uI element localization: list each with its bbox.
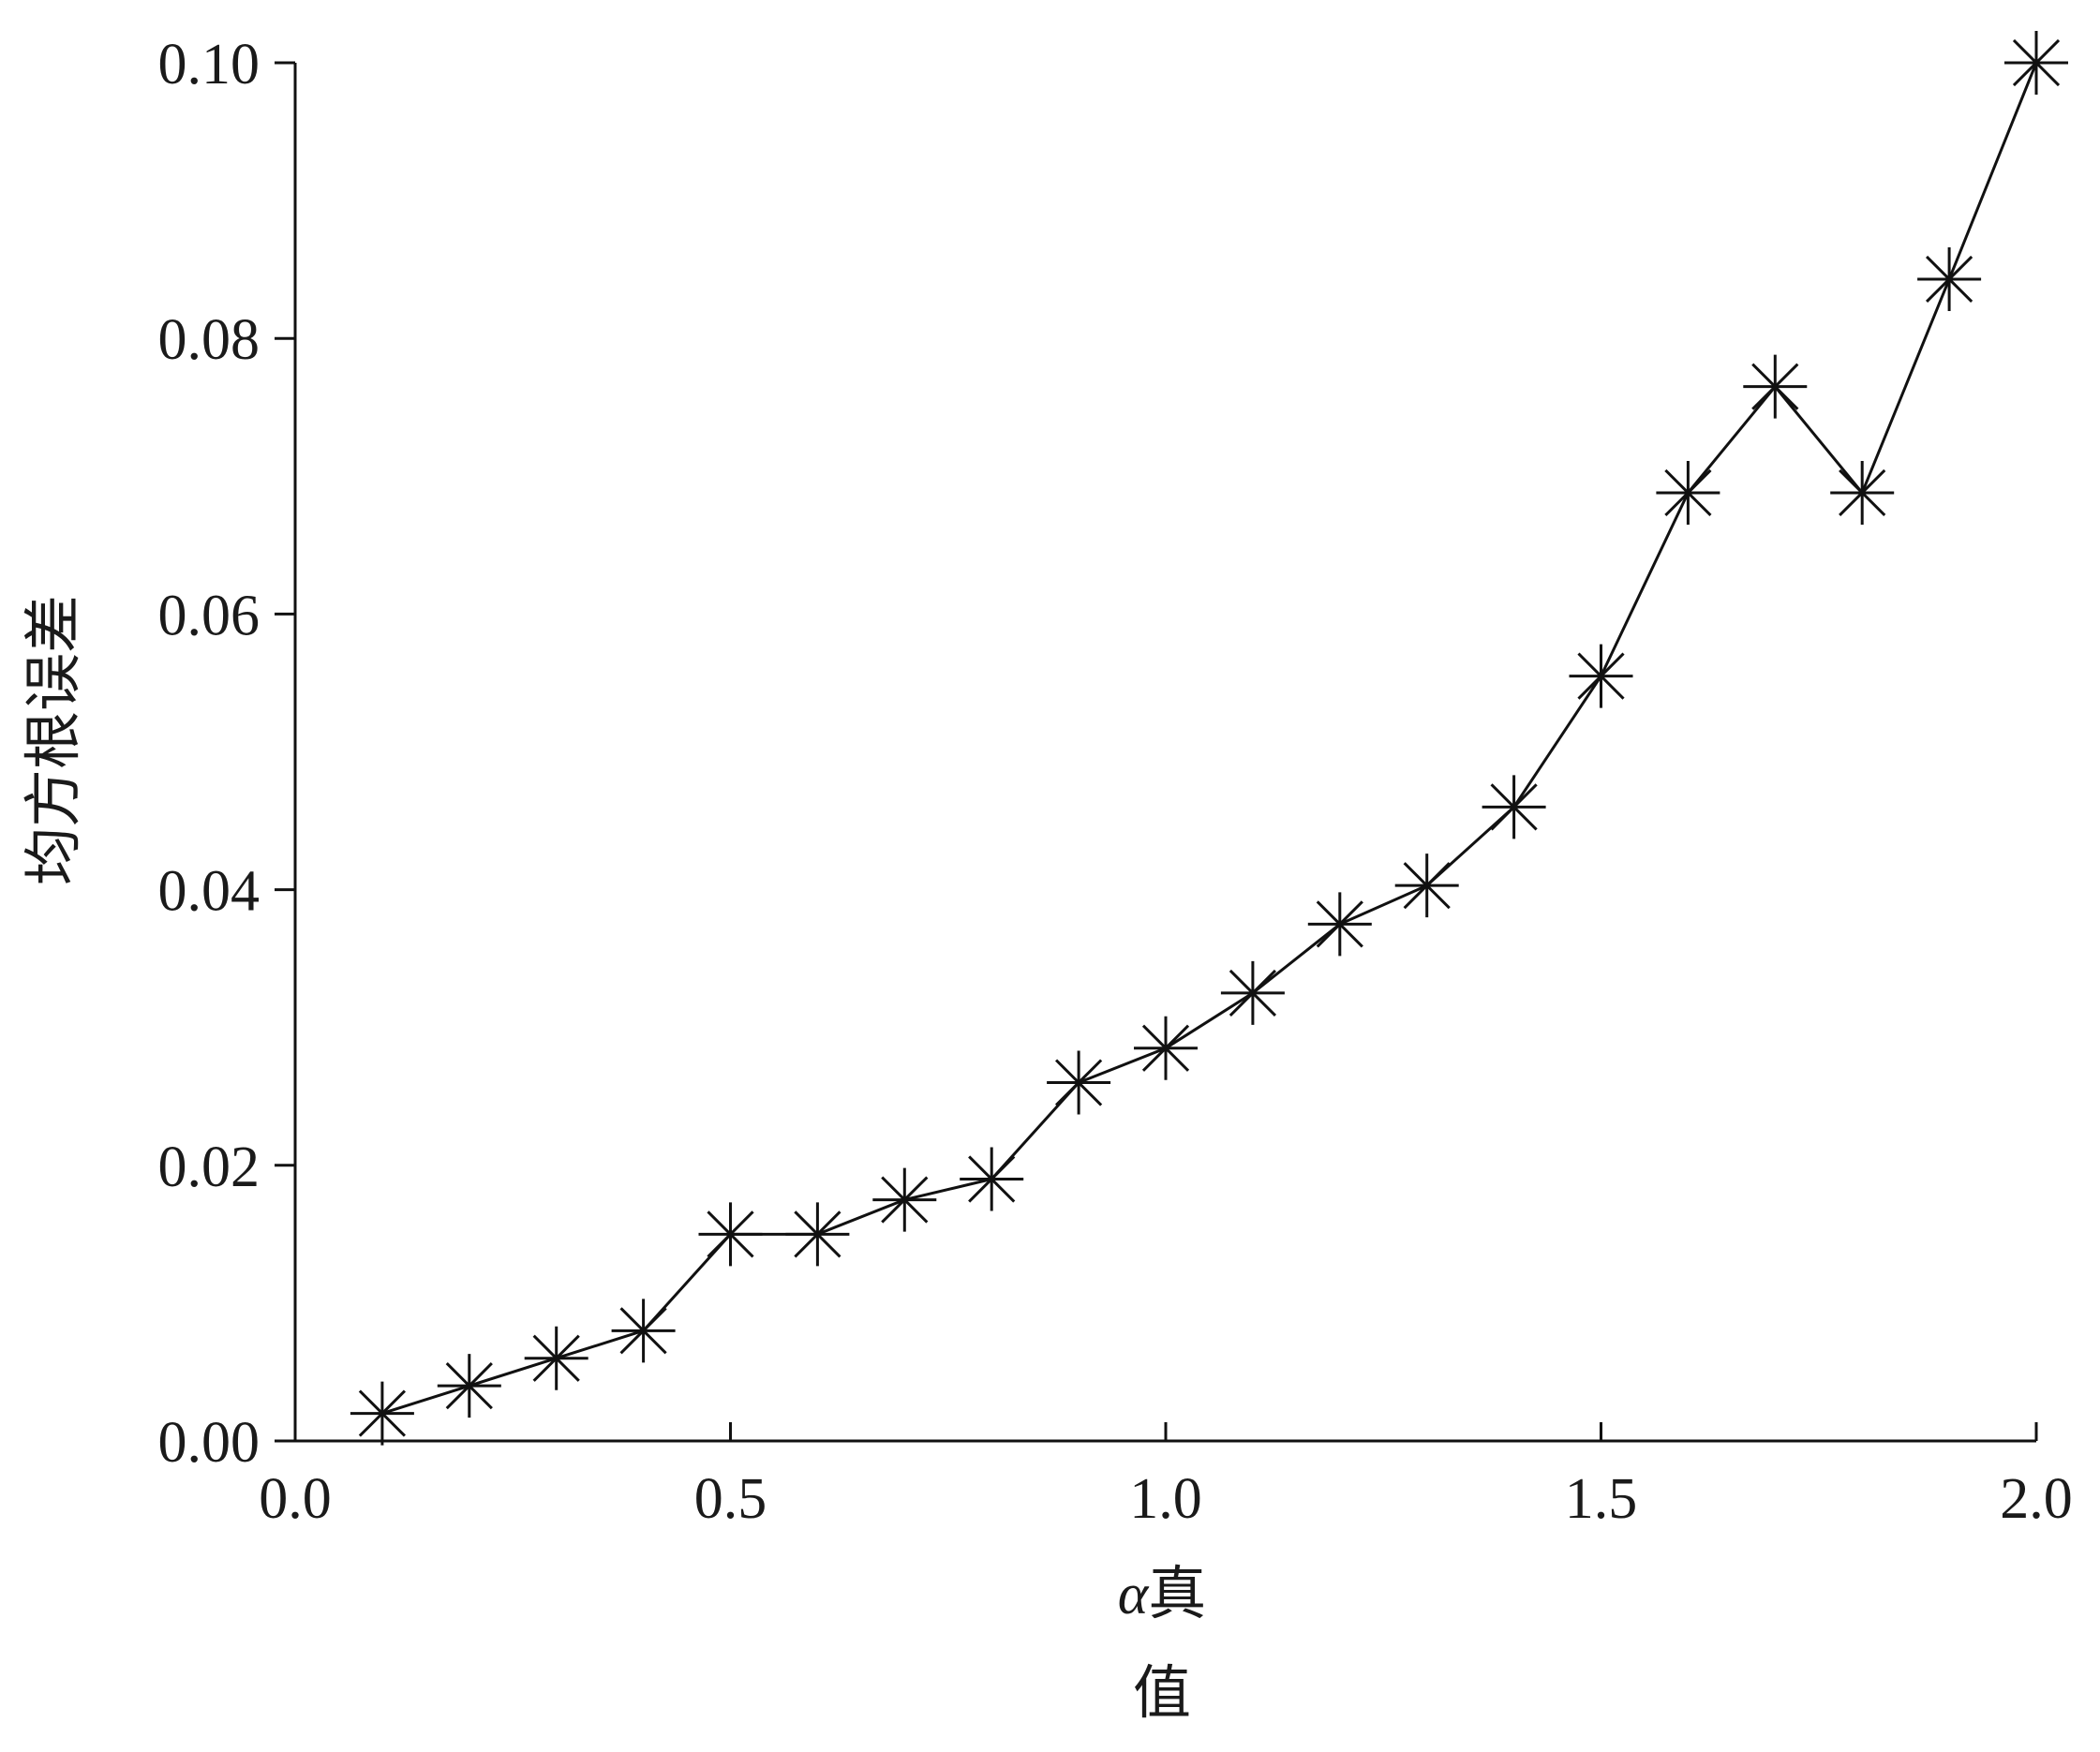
data-point-marker	[1830, 460, 1895, 525]
y-tick-label: 0.00	[158, 1411, 261, 1475]
data-point-marker	[2004, 31, 2068, 95]
data-point-marker	[698, 1202, 763, 1267]
y-tick-label: 0.04	[158, 860, 261, 924]
y-axis-ticks: 0.00 0.02 0.04 0.06 0.08 0.10	[158, 33, 295, 1475]
data-point-marker	[350, 1381, 414, 1446]
data-point-marker	[1743, 354, 1808, 419]
series-line	[381, 62, 2038, 1416]
data-point-marker	[1482, 775, 1546, 839]
series-group	[350, 31, 2068, 1446]
data-point-marker	[611, 1299, 676, 1363]
x-tick-label: 1.0	[1129, 1467, 1202, 1531]
data-point-marker	[1656, 460, 1720, 525]
y-tick-label: 0.02	[158, 1136, 261, 1199]
data-point-marker	[785, 1202, 850, 1267]
x-tick-label: 0.0	[259, 1467, 332, 1531]
data-point-marker	[1917, 246, 1982, 311]
data-point-marker	[960, 1147, 1024, 1211]
x-axis-title-line1: α真	[1118, 1563, 1207, 1626]
plot-area: 0.0 0.5 1.0 1.5 2.0 0.00 0.02 0.04 0.06 0.08 0.10	[158, 31, 2073, 1531]
data-point-marker	[1047, 1050, 1111, 1115]
y-tick-label: 0.08	[158, 308, 261, 372]
data-point-marker	[1220, 960, 1285, 1025]
x-axis-ticks: 0.0 0.5 1.0 1.5 2.0	[259, 1422, 2073, 1531]
x-tick-label: 2.0	[2000, 1467, 2073, 1531]
data-point-marker	[524, 1326, 588, 1390]
y-tick-label: 0.10	[158, 33, 261, 97]
x-tick-label: 1.5	[1565, 1467, 1638, 1531]
data-point-marker	[1134, 1016, 1198, 1080]
data-point-marker	[872, 1167, 937, 1232]
x-tick-label: 0.5	[694, 1467, 767, 1531]
data-point-marker	[1307, 892, 1372, 957]
y-tick-label: 0.06	[158, 584, 261, 647]
data-point-marker	[437, 1354, 501, 1418]
x-axis-title-symbol: α	[1118, 1563, 1150, 1626]
x-axis-title-text: 真	[1148, 1563, 1206, 1626]
data-point-marker	[1569, 644, 1633, 708]
data-point-marker	[1394, 854, 1459, 918]
y-axis-title: 均方根误差	[22, 595, 86, 885]
x-axis-title-line2: 值	[1133, 1662, 1191, 1726]
